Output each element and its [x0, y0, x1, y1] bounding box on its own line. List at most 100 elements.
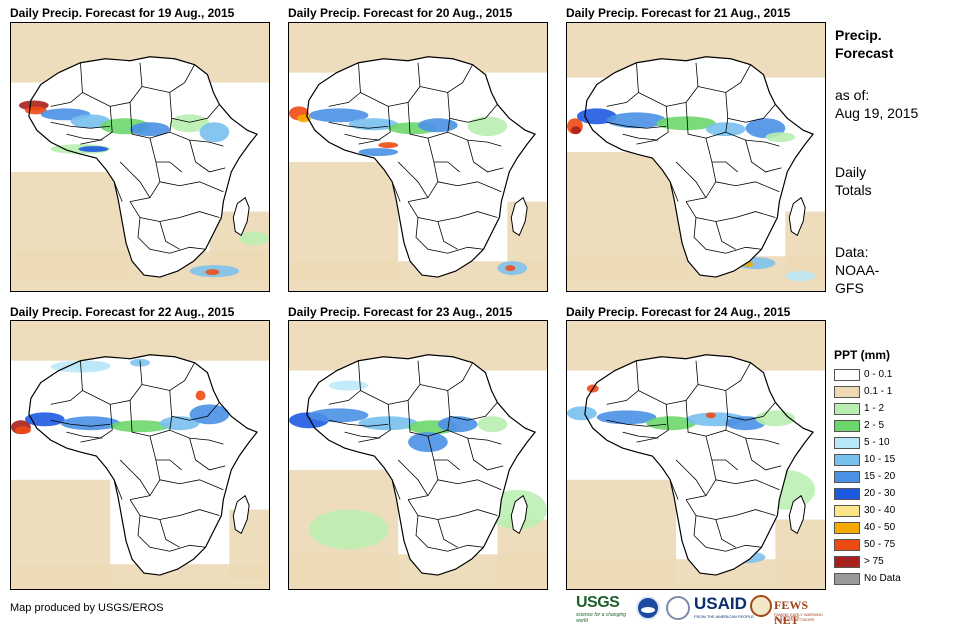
legend-swatch	[834, 402, 860, 415]
country-border	[447, 429, 502, 445]
country-border	[415, 515, 484, 552]
country-border	[725, 390, 776, 421]
country-border	[447, 390, 498, 421]
usaid-logo: USAID FROM THE AMERICAN PEOPLE	[694, 594, 756, 622]
usgs-logo-tagline: science for a changing world	[576, 612, 627, 624]
country-border	[685, 102, 729, 139]
rainfall-patch	[705, 122, 746, 137]
noaa-logo	[636, 596, 660, 620]
country-border	[669, 181, 679, 202]
country-border	[391, 181, 401, 202]
rainfall-patch	[656, 116, 716, 131]
country-border	[155, 459, 182, 471]
country-border	[715, 221, 736, 250]
legend-label: 15 - 20	[864, 471, 896, 482]
coastline	[28, 354, 259, 576]
country-border	[189, 140, 226, 173]
rainfall-patch	[169, 114, 210, 133]
panel-title-21aug: Daily Precip. Forecast for 21 Aug., 2015	[566, 6, 791, 20]
legend-swatch	[834, 385, 860, 398]
side-totals-line2: Totals	[835, 182, 872, 198]
country-border	[159, 181, 224, 193]
madagascar-outline	[232, 196, 250, 237]
country-border	[50, 419, 111, 427]
country-border	[407, 436, 439, 501]
country-border	[66, 133, 103, 141]
side-totals: Daily Totals	[835, 163, 872, 199]
legend-item: 0.1 - 1	[834, 383, 944, 400]
madagascar-outline	[510, 196, 528, 237]
rainfall-patch	[205, 269, 220, 276]
rainfall-patch	[725, 416, 766, 431]
rainfall-patch	[358, 148, 399, 157]
rainfall-patch	[570, 126, 581, 135]
country-border	[407, 102, 451, 139]
country-border	[129, 436, 161, 501]
side-totals-line1: Daily	[835, 164, 867, 180]
country-border	[169, 429, 224, 445]
country-border	[344, 431, 381, 439]
coastline	[584, 56, 815, 278]
rainfall-patch	[328, 380, 369, 391]
country-border	[80, 404, 113, 443]
light-precip-area	[289, 161, 399, 282]
usaid-logo-text: USAID	[694, 594, 747, 613]
country-border	[50, 62, 83, 107]
legend-title: PPT (mm)	[834, 348, 891, 362]
side-data-line3: GFS	[835, 280, 864, 296]
madagascar-outline	[510, 494, 528, 535]
country-border	[685, 499, 776, 520]
country-border	[169, 131, 224, 147]
country-border	[391, 479, 401, 500]
light-precip-area	[11, 321, 269, 361]
country-border	[638, 62, 699, 107]
country-border	[328, 121, 389, 129]
rainfall-patch	[14, 426, 31, 435]
country-border	[447, 92, 498, 123]
country-border	[622, 431, 659, 439]
country-border	[419, 362, 473, 391]
rainfall-patch	[308, 408, 369, 423]
country-border	[141, 64, 195, 93]
legend-item: 30 - 40	[834, 502, 944, 519]
country-border	[745, 438, 782, 471]
country-border	[725, 131, 780, 147]
rainfall-patch	[705, 412, 716, 419]
country-border	[137, 515, 206, 552]
country-border	[715, 479, 780, 491]
country-border	[328, 360, 361, 405]
side-data-line1: Data:	[835, 244, 869, 260]
map-panel-23aug	[288, 320, 548, 590]
rainfall-patch	[78, 146, 109, 153]
country-border	[711, 459, 738, 471]
country-border	[693, 217, 762, 254]
legend-label: 0.1 - 1	[864, 386, 893, 397]
country-border	[606, 121, 667, 129]
country-border	[137, 217, 206, 254]
rainfall-patch	[646, 416, 696, 431]
rainfall-patch	[130, 122, 170, 137]
country-border	[113, 181, 123, 202]
legend-swatch	[834, 453, 860, 466]
country-border	[467, 438, 504, 471]
panel-title-22aug: Daily Precip. Forecast for 22 Aug., 2015	[10, 305, 235, 319]
country-border	[129, 400, 173, 437]
map-panel-21aug	[566, 22, 826, 292]
country-border	[119, 459, 151, 496]
country-border	[82, 360, 143, 405]
rainfall-patch	[765, 132, 796, 143]
country-border	[437, 479, 502, 491]
country-border	[685, 138, 717, 203]
legend-item: 15 - 20	[834, 468, 944, 485]
coastline	[306, 56, 537, 278]
country-border	[437, 519, 458, 548]
legend-swatch	[834, 572, 860, 585]
rainfall-patch	[567, 406, 597, 421]
legend-label: 1 - 2	[864, 403, 885, 414]
legend-swatch	[834, 368, 860, 381]
legend-label: 2 - 5	[864, 420, 885, 431]
country-border	[407, 400, 451, 437]
country-border	[415, 217, 484, 254]
rainfall-patch	[785, 271, 816, 282]
side-asof-date: Aug 19, 2015	[835, 105, 919, 121]
